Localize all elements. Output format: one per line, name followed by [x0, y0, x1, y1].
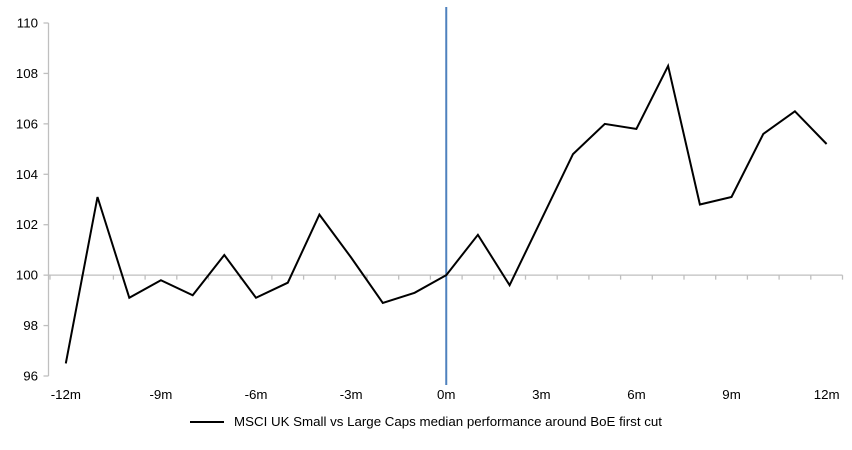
y-tick-label: 108 — [16, 66, 38, 81]
legend: MSCI UK Small vs Large Caps median perfo… — [0, 414, 852, 429]
y-tick-label: 110 — [17, 16, 38, 31]
series-line — [64, 62, 828, 364]
x-tick-label: 12m — [814, 387, 840, 402]
x-tick-label: -6m — [245, 387, 268, 402]
x-tick-label: -3m — [340, 387, 363, 402]
y-tick-label: 96 — [23, 369, 38, 384]
y-tick-label: 102 — [16, 217, 38, 232]
x-tick-label: -9m — [149, 387, 172, 402]
x-tick-label: 6m — [627, 387, 645, 402]
legend-label: MSCI UK Small vs Large Caps median perfo… — [234, 414, 662, 429]
x-tick-label: -12m — [51, 387, 81, 402]
y-tick-label: 106 — [16, 116, 38, 131]
x-tick-label: 3m — [532, 387, 550, 402]
line-chart: 96 98 100 102 104 106 108 110 -12m -9m -6m -3m 0m 3m 6… — [16, 7, 844, 402]
y-tick-label: 100 — [16, 268, 38, 283]
x-tick-label: 9m — [722, 387, 740, 402]
y-tick-label: 104 — [16, 167, 38, 182]
x-tick-label: 0m — [437, 387, 455, 402]
y-tick-label: 98 — [23, 318, 38, 333]
legend-line-marker — [190, 420, 225, 423]
